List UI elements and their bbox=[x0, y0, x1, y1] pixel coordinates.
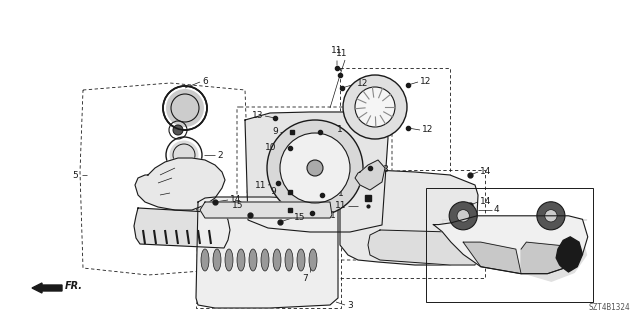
Text: 4: 4 bbox=[494, 205, 500, 214]
Text: 9: 9 bbox=[272, 128, 278, 137]
Polygon shape bbox=[340, 170, 478, 265]
Ellipse shape bbox=[201, 249, 209, 271]
Ellipse shape bbox=[249, 249, 257, 271]
Ellipse shape bbox=[285, 249, 293, 271]
Text: 12: 12 bbox=[420, 78, 431, 86]
Text: 1: 1 bbox=[330, 211, 336, 219]
Polygon shape bbox=[134, 208, 230, 248]
Text: 10: 10 bbox=[264, 144, 276, 152]
Text: 11: 11 bbox=[255, 181, 266, 189]
Text: 14: 14 bbox=[480, 197, 492, 206]
Text: 11: 11 bbox=[332, 46, 343, 55]
Polygon shape bbox=[355, 160, 385, 190]
Text: 8: 8 bbox=[382, 166, 388, 174]
Ellipse shape bbox=[273, 249, 281, 271]
Text: 14: 14 bbox=[230, 196, 241, 204]
Circle shape bbox=[170, 140, 198, 169]
Text: 12: 12 bbox=[422, 125, 433, 135]
Circle shape bbox=[166, 89, 204, 127]
Text: 13: 13 bbox=[252, 112, 263, 121]
Text: 1: 1 bbox=[337, 125, 343, 135]
Text: 9: 9 bbox=[270, 188, 276, 197]
Circle shape bbox=[280, 133, 350, 203]
Circle shape bbox=[173, 125, 183, 135]
Text: 7: 7 bbox=[302, 274, 308, 283]
Text: 15: 15 bbox=[232, 201, 243, 210]
Text: 5: 5 bbox=[72, 170, 78, 180]
Text: SZT4B1324: SZT4B1324 bbox=[588, 303, 630, 312]
Ellipse shape bbox=[213, 249, 221, 271]
Ellipse shape bbox=[225, 249, 233, 271]
Polygon shape bbox=[196, 197, 338, 308]
Text: 9: 9 bbox=[270, 205, 276, 214]
Bar bbox=[196, 200, 341, 308]
Ellipse shape bbox=[261, 249, 269, 271]
Text: 11: 11 bbox=[336, 49, 348, 58]
Text: 14: 14 bbox=[480, 167, 492, 176]
Text: 15: 15 bbox=[294, 213, 305, 222]
Ellipse shape bbox=[237, 249, 245, 271]
Polygon shape bbox=[135, 158, 225, 210]
Ellipse shape bbox=[297, 249, 305, 271]
Ellipse shape bbox=[309, 249, 317, 271]
Circle shape bbox=[343, 75, 407, 139]
Bar bbox=[340, 68, 450, 175]
FancyArrow shape bbox=[32, 283, 62, 293]
Circle shape bbox=[267, 120, 363, 216]
Text: 12: 12 bbox=[357, 79, 369, 88]
Text: 3: 3 bbox=[347, 300, 353, 309]
Text: 6: 6 bbox=[202, 78, 208, 86]
Text: 2: 2 bbox=[217, 151, 223, 160]
Text: 1: 1 bbox=[338, 189, 344, 197]
Bar bbox=[332, 170, 485, 278]
Polygon shape bbox=[245, 112, 388, 232]
Text: 11: 11 bbox=[335, 202, 346, 211]
Text: 14: 14 bbox=[480, 234, 492, 242]
Text: FR.: FR. bbox=[65, 281, 83, 291]
Polygon shape bbox=[368, 230, 478, 265]
Circle shape bbox=[307, 160, 323, 176]
Polygon shape bbox=[200, 202, 332, 218]
Circle shape bbox=[355, 87, 395, 127]
